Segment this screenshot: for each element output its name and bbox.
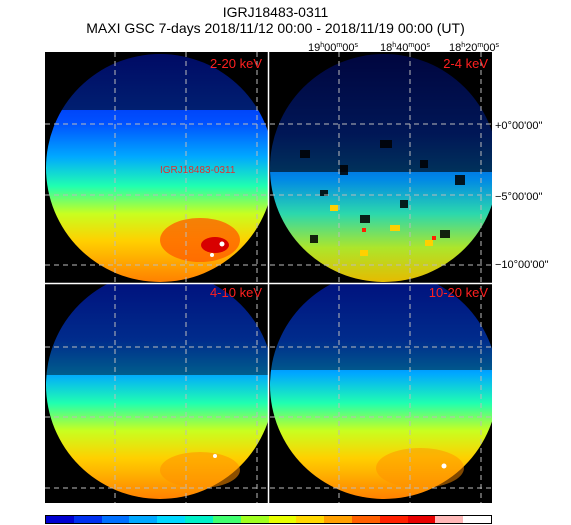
- source-title: IGRJ18483-0311: [222, 4, 329, 20]
- colorbar-segment: [157, 516, 186, 523]
- colorbar-segment: [212, 516, 241, 523]
- colorbar-segment: [351, 516, 380, 523]
- map-4-10kev: [45, 284, 268, 499]
- colorbar-segment: [435, 516, 464, 523]
- colorbar-segment: [129, 516, 158, 523]
- band-label-10-20kev: 10-20 keV: [429, 285, 489, 300]
- map-10-20kev: [269, 284, 492, 499]
- panel-dividers: [45, 52, 492, 503]
- colorbar-segment: [268, 516, 297, 523]
- dec-label-minus10: −10°00'00": [495, 259, 549, 271]
- band-label-4-10kev: 4-10 keV: [210, 285, 262, 300]
- map-2-4kev: [269, 52, 492, 282]
- colorbar-segment: [324, 516, 352, 523]
- colorbar-segment: [379, 516, 408, 523]
- coordinate-grid: [45, 52, 492, 503]
- map-2-20kev: [45, 52, 268, 282]
- band-label-2-20kev: 2-20 keV: [210, 56, 262, 71]
- colorbar-segment: [185, 516, 213, 523]
- colorbar-segment: [73, 516, 102, 523]
- ra-label-18h40m: 18h40m00s: [380, 42, 430, 54]
- band-label-2-4kev: 2-4 keV: [443, 56, 488, 71]
- ra-label-18h20m: 18h20m00s: [449, 42, 499, 54]
- colorbar-segment: [407, 516, 436, 523]
- colorbar-segment: [296, 516, 325, 523]
- observation-subtitle: MAXI GSC 7-days 2018/11/12 00:00 - 2018/…: [86, 20, 465, 36]
- colorbar-segment: [240, 516, 269, 523]
- colorbar-segment: [463, 516, 491, 523]
- colorbar-segment: [46, 516, 74, 523]
- colorbar: [45, 515, 492, 524]
- source-marker-label: IGRJ18483-0311: [160, 165, 236, 176]
- colorbar-segment: [101, 516, 130, 523]
- dec-label-plus0: +0°00'00": [495, 120, 543, 132]
- dec-label-minus5: −5°00'00": [495, 191, 543, 203]
- ra-label-19h00m: 19h00m00s: [308, 42, 358, 54]
